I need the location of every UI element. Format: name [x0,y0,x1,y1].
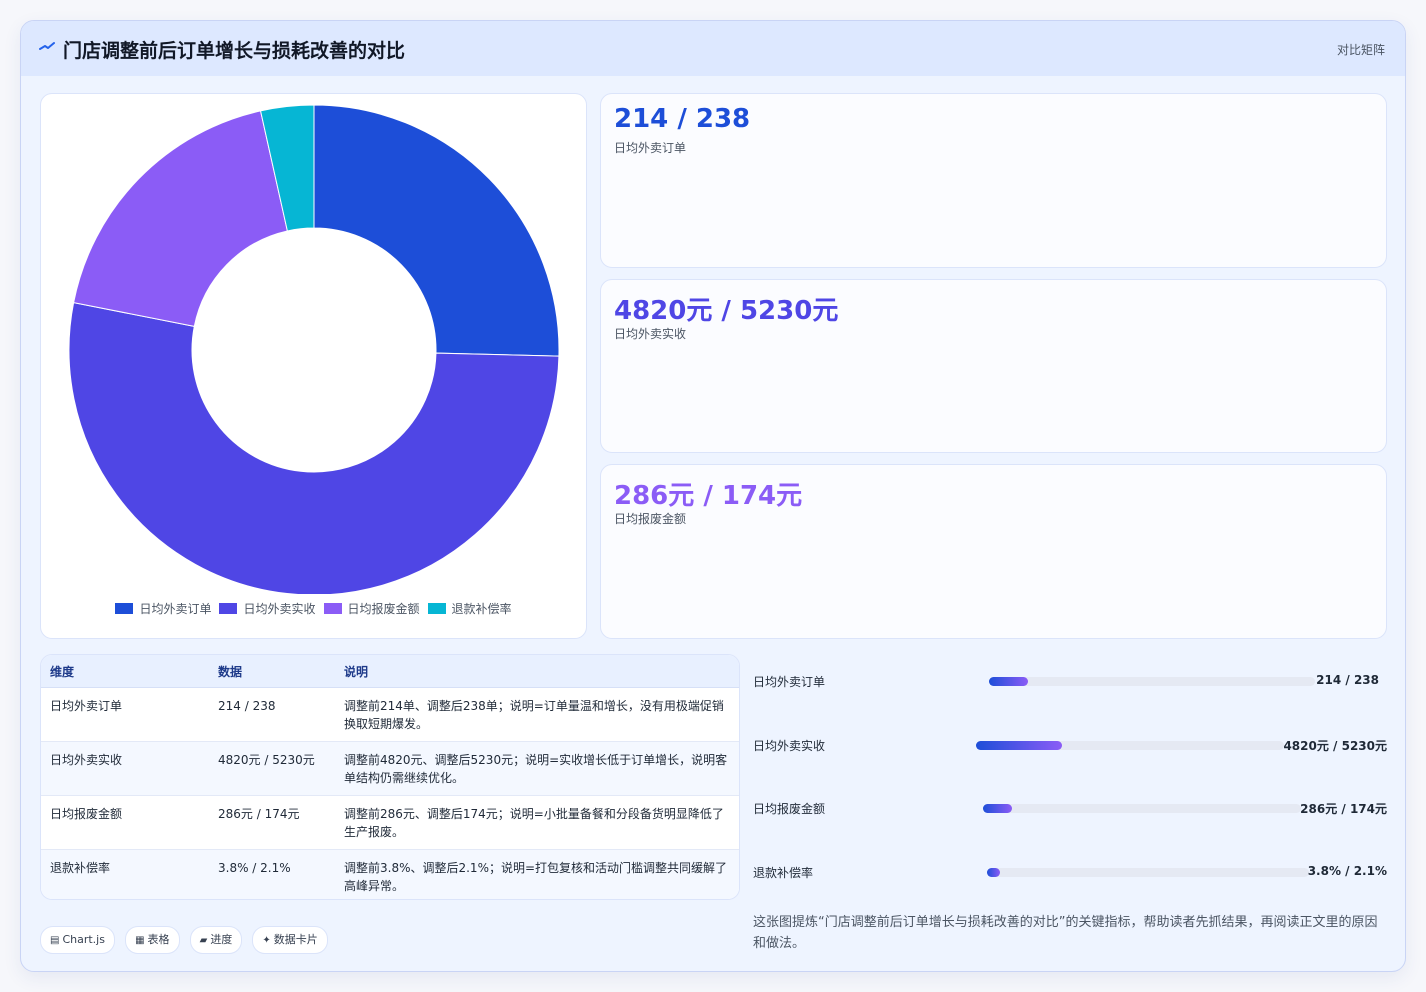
legend-item[interactable]: 日均外卖实收 [219,600,316,617]
kpi-label: 日均外卖实收 [614,327,687,341]
progress-value: 286元 / 174元 [1300,802,1387,816]
page-title: 门店调整前后订单增长与损耗改善的对比 [63,40,406,62]
legend-label: 退款补偿率 [451,602,512,616]
progress-track [976,741,1284,750]
pie-slice[interactable] [73,110,288,327]
table-row: 日均报废金额 286元 / 174元 调整前286元、调整后174元；说明=小批… [41,795,739,850]
legend-swatch [427,603,446,614]
chip-label: 数据卡片 [273,933,318,946]
chart-legend: 日均外卖订单 日均外卖实收 日均报废金额 退款补偿率 [41,600,586,617]
table-row: 日均外卖实收 4820元 / 5230元 调整前4820元、调整后5230元；说… [41,741,739,796]
column-header: 维度 [41,655,209,688]
legend-label: 日均报废金额 [347,602,420,616]
kpi-card-orders: 214 / 238 日均外卖订单 [600,93,1387,268]
sparkle-icon: ✦ [262,935,271,946]
chip-progress[interactable]: ▰ 进度 [189,926,243,954]
kpi-card-revenue: 4820元 / 5230元 日均外卖实收 [600,279,1387,453]
doughnut-chart [68,104,560,594]
progress-label: 退款补偿率 [753,866,814,880]
pie-slice[interactable] [259,104,315,232]
spark-icon [39,42,55,50]
progress-value: 214 / 238 [1316,673,1379,687]
legend-item[interactable]: 日均报废金额 [323,600,420,617]
pie-slice[interactable] [313,104,560,357]
table-cell: 调整前214单、调整后238单；说明=订单量温和增长，没有用极端促销换取短期爆发… [335,687,739,742]
progress-fill [976,741,1063,750]
progress-track [987,868,1309,877]
progress-row-refund: 退款补偿率 3.8% / 2.1% [753,863,1387,883]
kpi-card-waste: 286元 / 174元 日均报废金额 [600,464,1387,639]
table-icon: ▦ [135,935,145,946]
legend-swatch [323,603,342,614]
legend-item[interactable]: 日均外卖订单 [115,600,211,617]
progress-icon: ▰ [199,935,208,946]
table-cell: 日均外卖订单 [41,687,209,742]
table-cell: 3.8% / 2.1% [209,849,335,899]
view-mode-label: 对比矩阵 [1336,43,1385,57]
chart-icon: ▤ [50,935,60,946]
progress-value: 4820元 / 5230元 [1283,739,1387,753]
table-cell: 调整前4820元、调整后5230元；说明=实收增长低于订单增长，说明客单结构仍需… [335,741,739,796]
data-table: 维度 数据 说明 日均外卖订单 214 / 238 调整前214单、调整后238… [41,655,739,899]
legend-label: 日均外卖实收 [243,602,316,616]
progress-fill [987,868,1000,877]
table-row: 日均外卖订单 214 / 238 调整前214单、调整后238单；说明=订单量温… [41,687,739,742]
legend-item[interactable]: 退款补偿率 [427,600,512,617]
feature-chips: ▤ Chart.js ▦ 表格 ▰ 进度 ✦ 数据卡片 [40,926,333,954]
progress-row-revenue: 日均外卖实收 4820元 / 5230元 [753,736,1387,756]
progress-value: 3.8% / 2.1% [1307,864,1387,878]
progress-label: 日均报废金额 [753,802,826,816]
table-cell: 286元 / 174元 [209,795,335,850]
legend-swatch [115,603,134,614]
table-cell: 日均外卖实收 [41,741,209,796]
column-header: 数据 [209,655,335,688]
legend-swatch [219,603,238,614]
chip-chartjs[interactable]: ▤ Chart.js [40,926,115,954]
kpi-value: 286元 / 174元 [614,481,803,511]
table-row: 退款补偿率 3.8% / 2.1% 调整前3.8%、调整后2.1%；说明=打包复… [41,849,739,899]
table-cell: 4820元 / 5230元 [209,741,335,796]
table-header-row: 维度 数据 说明 [41,655,739,688]
chip-label: 表格 [147,933,170,946]
progress-row-waste: 日均报废金额 286元 / 174元 [753,799,1387,819]
pie-slice[interactable] [68,301,560,594]
pie-chart-card: 日均外卖订单 日均外卖实收 日均报废金额 退款补偿率 [40,93,587,639]
kpi-label: 日均报废金额 [614,512,687,526]
header: 门店调整前后订单增长与损耗改善的对比 对比矩阵 [21,21,1405,76]
table-cell: 退款补偿率 [41,849,209,899]
summary-text: 这张图提炼“门店调整前后订单增长与损耗改善的对比”的关键指标，帮助读者先抓结果，… [753,915,1378,951]
progress-fill [983,804,1012,813]
progress-label: 日均外卖实收 [753,739,826,753]
progress-track [983,804,1301,813]
legend-label: 日均外卖订单 [139,602,212,616]
table-cell: 调整前3.8%、调整后2.1%；说明=打包复核和活动门槛调整共同缓解了高峰异常。 [335,849,739,899]
kpi-value: 4820元 / 5230元 [614,296,839,326]
table-cell: 日均报废金额 [41,795,209,850]
progress-row-orders: 日均外卖订单 214 / 238 [753,672,1387,692]
progress-track [989,677,1315,686]
chip-label: 进度 [210,933,233,946]
kpi-value: 214 / 238 [614,104,751,134]
dashboard-frame: 门店调整前后订单增长与损耗改善的对比 对比矩阵 日均外卖订单 日均外卖实收 日均报废… [20,20,1406,972]
data-table-card: 维度 数据 说明 日均外卖订单 214 / 238 调整前214单、调整后238… [40,654,740,900]
chip-label: Chart.js [62,933,105,946]
chip-data-card[interactable]: ✦ 数据卡片 [252,926,328,954]
column-header: 说明 [335,655,739,688]
table-cell: 调整前286元、调整后174元；说明=小批量备餐和分段备货明显降低了生产报废。 [335,795,739,850]
progress-label: 日均外卖订单 [753,675,826,689]
chip-table[interactable]: ▦ 表格 [125,926,180,954]
progress-fill [989,677,1029,686]
kpi-label: 日均外卖订单 [614,141,687,155]
table-cell: 214 / 238 [209,687,335,742]
